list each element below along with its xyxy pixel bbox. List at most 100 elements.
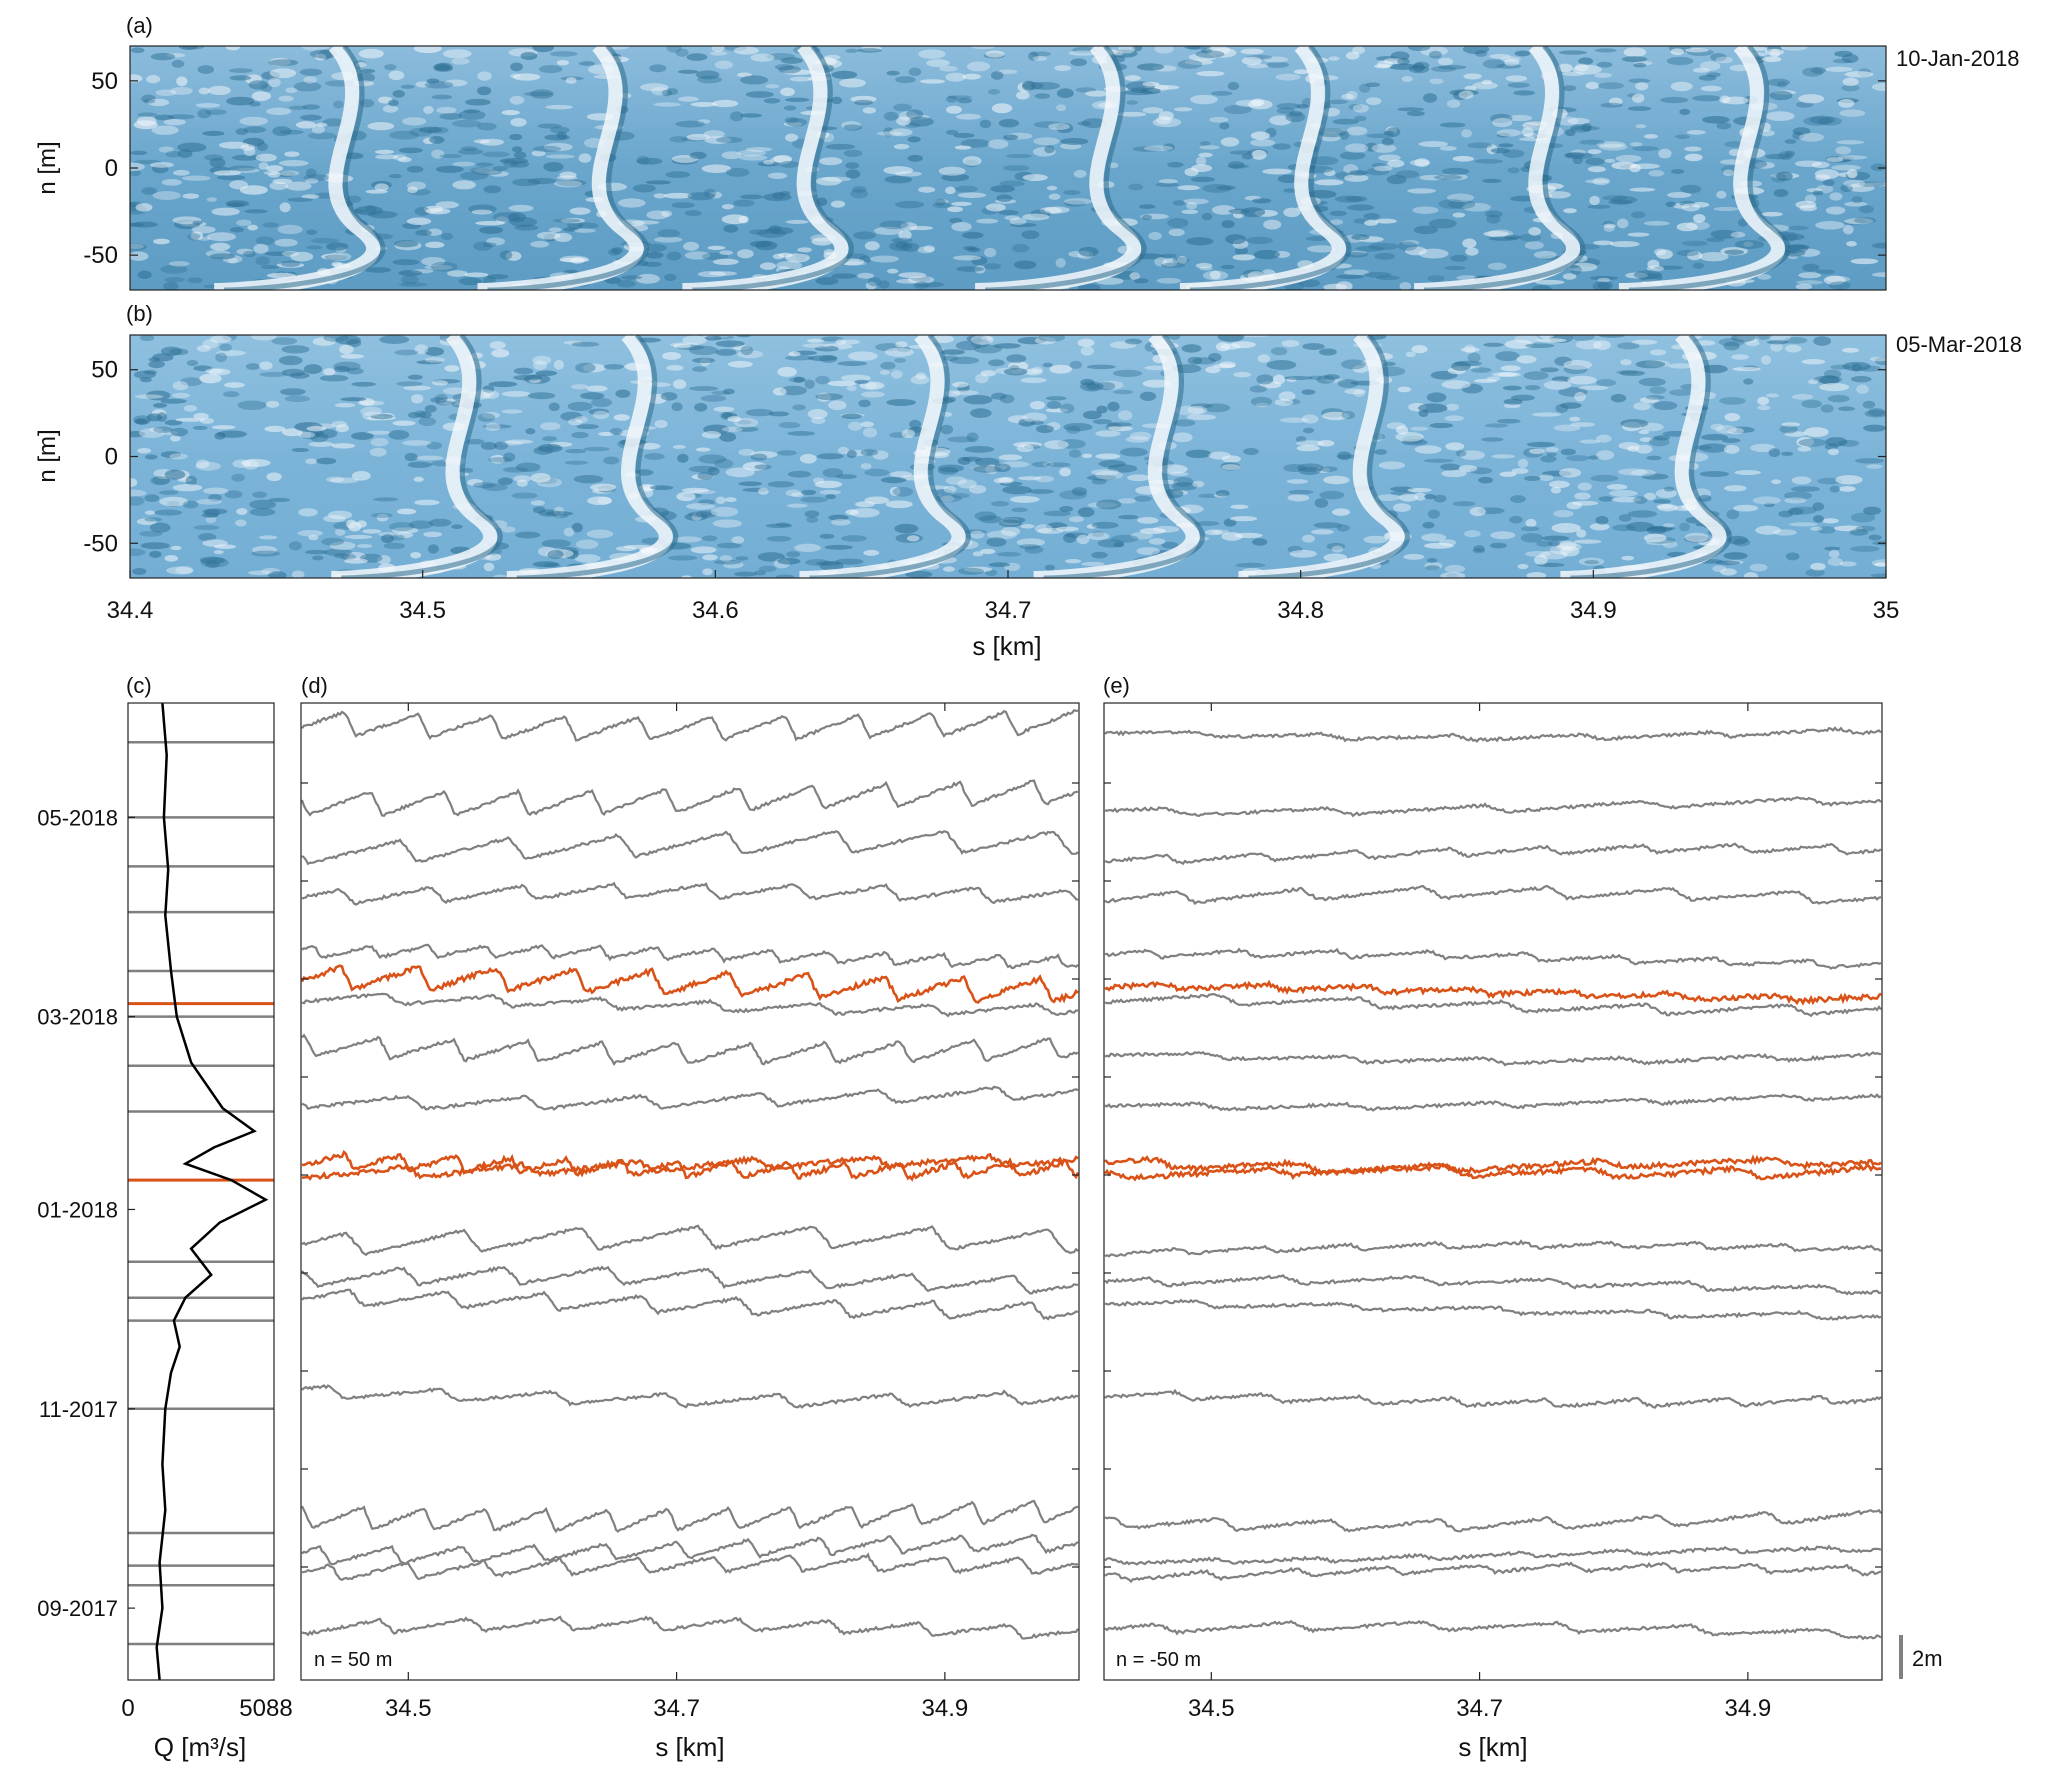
ripple-mark [1156,277,1182,284]
ripple-mark [1463,530,1481,538]
panel-e-yticks [1104,782,1882,1568]
ripple-mark [301,194,320,199]
ripple-mark [406,181,426,191]
ripple-mark [1070,58,1088,67]
ripple-mark [884,175,913,184]
ripple-mark [990,501,1010,507]
ripple-mark [1819,383,1850,392]
ripple-mark [324,254,347,261]
ripple-mark [1025,368,1043,376]
ripple-mark [1716,190,1727,199]
ripple-mark [700,395,727,402]
ripple-mark [190,231,204,241]
ripple-mark [357,400,385,406]
ripple-mark [654,419,668,429]
ripple-mark [973,465,1002,473]
ripple-mark [1871,242,1886,249]
ripple-mark [215,352,228,363]
ripple-mark [737,149,766,157]
ripple-mark [1503,398,1523,405]
ripple-mark [404,452,418,462]
ripple-mark [1417,403,1448,413]
ripple-mark [985,50,1005,58]
ripple-mark [1109,341,1137,349]
ripple-mark [1507,167,1520,174]
ripple-mark [723,388,735,395]
ripple-mark [1610,393,1627,403]
ripple-mark [1272,143,1292,150]
ripple-mark [1230,341,1256,349]
ripple-mark [1828,549,1840,559]
ripple-mark [828,514,849,521]
ripple-mark [308,441,334,447]
ripple-mark [1871,82,1886,92]
ripple-mark [1801,359,1826,365]
ripple-mark [918,49,946,59]
xtick-label: 34.5 [385,1695,432,1722]
ripple-mark [824,54,841,60]
ripple-mark [1838,486,1856,492]
ripple-mark [819,561,844,571]
ripple-mark [901,429,915,439]
ripple-mark [1496,63,1522,69]
ripple-mark [482,242,497,248]
ripple-mark [1473,378,1498,383]
ripple-mark [966,335,988,343]
ripple-mark [1587,149,1602,155]
ripple-mark [504,439,534,444]
ripple-mark [1585,179,1610,184]
ripple-mark [889,471,913,478]
ripple-mark [251,91,272,101]
ripple-mark [686,133,711,141]
panel-a-ylabel: n [m] [34,141,61,194]
ripple-mark [508,204,534,212]
ripple-mark [334,528,346,536]
ripple-mark [1440,463,1461,471]
ripple-mark [651,86,669,96]
ripple-mark [243,146,256,157]
ripple-mark [328,252,352,262]
ripple-mark [697,119,711,124]
ripple-mark [742,461,768,471]
ripple-mark [442,387,467,395]
ripple-mark [1585,81,1600,90]
ripple-mark [565,77,577,84]
ripple-mark [763,97,781,104]
ripple-mark [216,174,246,181]
ripple-mark [689,151,707,160]
ripple-mark [163,118,186,126]
xtick-label: 34.5 [1188,1695,1235,1722]
ripple-mark [465,98,491,106]
ripple-mark [1868,407,1886,417]
ripple-mark [993,343,1021,349]
panel-c-xticks: 0 5088 [121,1695,292,1722]
ripple-mark [272,126,292,137]
ripple-mark [886,70,900,76]
ripple-mark [725,467,755,478]
ripple-mark [549,51,578,57]
ripple-mark [488,171,509,177]
ripple-mark [413,46,442,54]
ripple-mark [1187,406,1208,415]
ripple-mark [1560,402,1582,409]
ripple-mark [688,511,713,517]
ripple-mark [1519,233,1542,242]
ripple-mark [327,510,353,520]
ripple-mark [1034,475,1055,483]
ripple-mark [457,148,484,155]
ripple-mark [1481,79,1493,85]
ripple-mark [1782,233,1805,241]
ripple-mark [167,114,195,120]
ripple-mark [1365,82,1381,88]
ripple-mark [690,101,718,107]
ripple-mark [865,382,877,390]
ripple-mark [229,227,244,233]
ripple-mark [1558,387,1588,397]
ripple-mark [536,477,563,488]
ripple-mark [228,68,253,73]
ripple-mark [894,200,925,209]
ripple-mark [407,461,432,468]
ripple-mark [1511,468,1529,474]
bed-profile [1104,1619,1882,1641]
ripple-mark [1844,71,1874,78]
